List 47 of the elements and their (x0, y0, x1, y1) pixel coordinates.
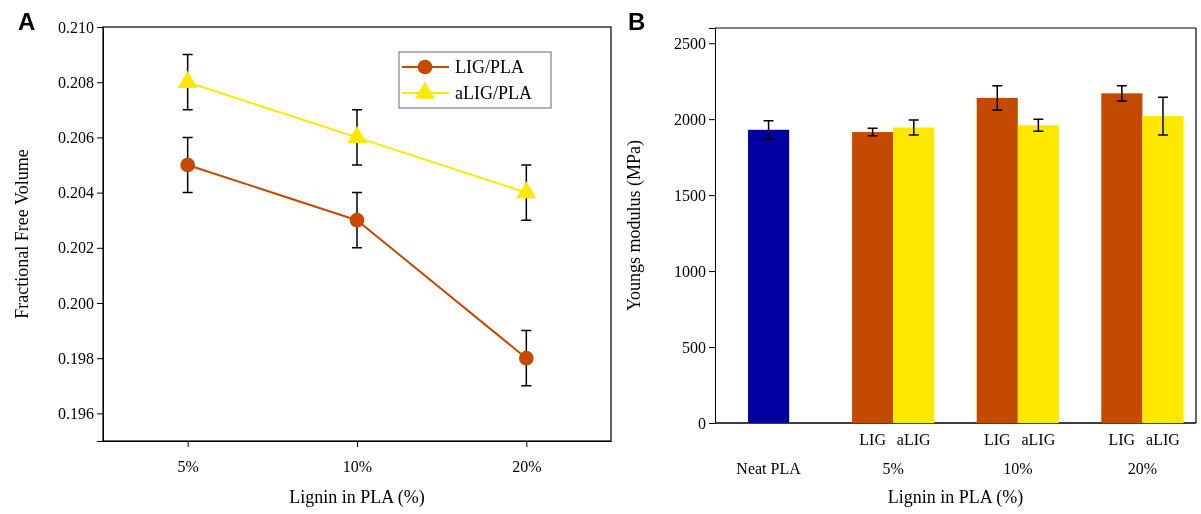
x-tick-label: 20% (1127, 460, 1158, 477)
bar (852, 132, 894, 423)
y-tick-label: 0.206 (58, 129, 94, 147)
y-tick-label: 0.198 (58, 349, 94, 367)
x-axis-title: Lignin in PLA (%) (289, 487, 425, 508)
series-label: LIG (859, 431, 887, 448)
x-tick-label: 10% (1003, 460, 1033, 477)
series-label: aLIG (896, 431, 932, 448)
bar (1101, 93, 1143, 423)
x-axis-title: Lignin in PLA (%) (887, 487, 1024, 508)
y-tick-label: 2500 (674, 34, 706, 52)
y-tick-label: 0 (698, 414, 706, 432)
x-tick-label: 10% (342, 458, 373, 476)
y-tick-label: 0.200 (58, 294, 94, 312)
x-tick-label: 5% (882, 460, 904, 477)
bar (748, 129, 790, 423)
bar (1142, 116, 1184, 423)
y-tick-label: 1000 (674, 262, 706, 280)
y-tick-label: 0.204 (58, 184, 94, 202)
legend-label: aLIG/PLA (455, 83, 532, 103)
point (347, 125, 367, 144)
y-axis-title: Fractional Free Volume (12, 149, 32, 319)
bar (893, 127, 935, 423)
y-tick-label: 1500 (674, 186, 706, 204)
y-axis-title: Youngs modulus (MPa) (624, 139, 645, 312)
bar (1017, 125, 1059, 423)
y-tick-label: 2000 (674, 110, 706, 128)
bar (976, 97, 1018, 423)
point (518, 350, 534, 366)
y-tick-label: 0.196 (58, 405, 94, 423)
x-tick-label: 20% (512, 458, 542, 476)
point (349, 212, 365, 228)
x-tick-label: Neat PLA (736, 460, 802, 477)
legend-label: LIG/PLA (455, 57, 524, 77)
y-tick-label: 0.202 (58, 239, 94, 257)
text: B (628, 8, 646, 35)
text: aLIG (1146, 431, 1180, 448)
point (177, 70, 198, 88)
text: LIG (983, 431, 1011, 448)
y-tick-label: 0.210 (58, 18, 94, 36)
text: LIG (1108, 431, 1136, 448)
y-tick-label: 500 (682, 338, 706, 356)
x-tick-label: 5% (177, 458, 199, 476)
y-tick-label: 0.208 (58, 73, 94, 91)
text: aLIG (1021, 431, 1056, 448)
point (516, 181, 537, 199)
text: A (18, 8, 36, 35)
